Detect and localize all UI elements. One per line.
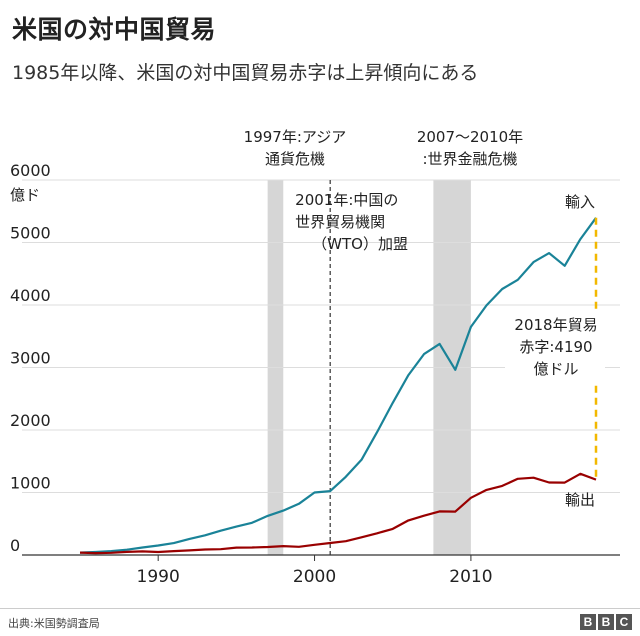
y-unit-label: 億ド — [10, 186, 40, 204]
x-tick-label: 2000 — [293, 567, 336, 587]
series-label-imports: 輸入 — [565, 193, 595, 211]
y-tick-label: 2000 — [10, 411, 51, 430]
band-label: :世界金融危機 — [422, 150, 517, 168]
deficit-label: 億ドル — [533, 360, 578, 378]
wto-label: 世界貿易機関 — [295, 213, 385, 231]
series-line-exports — [79, 472, 597, 555]
band-label: 通貨危機 — [265, 150, 325, 168]
series-label-exports: 輸出 — [565, 491, 595, 509]
chart-subtitle: 1985年以降、米国の対中国貿易赤字は上昇傾向にある — [12, 62, 479, 84]
deficit-label: 2018年貿易 — [514, 316, 597, 334]
band-label: 2007〜2010年 — [417, 128, 523, 146]
bbc-logo-letter: C — [616, 614, 632, 630]
wto-label: 2001年:中国の — [295, 191, 398, 209]
footer-divider — [0, 608, 640, 609]
y-tick-label: 6000 — [10, 161, 51, 180]
band-label: 1997年:アジア — [244, 128, 347, 146]
source-note: 出典:米国勢調査局 — [8, 617, 100, 630]
y-tick-label: 3000 — [10, 349, 51, 368]
deficit-label-bg — [505, 312, 605, 384]
series-line-imports — [79, 217, 597, 554]
y-tick-label: 4000 — [10, 286, 51, 305]
bbc-logo-letter: B — [598, 614, 614, 630]
y-tick-label: 1000 — [10, 474, 51, 493]
bbc-logo: B B C — [580, 614, 632, 630]
deficit-label: 赤字:4190 — [519, 338, 592, 356]
y-tick-label: 5000 — [10, 224, 51, 243]
x-tick-label: 2010 — [449, 567, 492, 587]
y-tick-label: 0 — [10, 536, 20, 555]
chart-title: 米国の対中国貿易 — [12, 15, 217, 44]
trade-line-chart: 0 1000 2000 3000 4000 5000 6000 億ド 1990 2000 2010 1… — [10, 128, 620, 587]
x-tick-label: 1990 — [137, 567, 180, 587]
wto-label: （WTO）加盟 — [312, 235, 408, 253]
bbc-logo-letter: B — [580, 614, 596, 630]
